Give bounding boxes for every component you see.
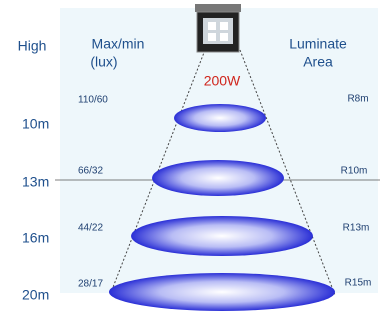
diagram: High Max/min (lux) Luminate Area 200W 10… <box>0 0 380 311</box>
radius: R13m <box>343 223 370 234</box>
radius: R8m <box>347 94 368 105</box>
header-area-unit: Area <box>303 54 333 70</box>
lamp <box>195 4 241 52</box>
height: 13m <box>22 174 49 190</box>
height: 10m <box>22 116 49 132</box>
header-lux-unit: (lux) <box>90 54 117 70</box>
lux: 44/22 <box>78 223 103 234</box>
header-area: Luminate <box>289 36 347 52</box>
height: 16m <box>22 230 49 246</box>
light-spot <box>109 273 335 311</box>
light-spot <box>131 216 313 256</box>
light-spot <box>174 104 266 132</box>
radius: R15m <box>345 278 372 289</box>
header-high: High <box>18 38 47 54</box>
lux: 28/17 <box>78 279 103 290</box>
power: 200W <box>204 73 241 89</box>
height: 20m <box>22 287 49 303</box>
lux: 66/32 <box>78 166 103 177</box>
header-lux: Max/min <box>92 36 145 52</box>
light-spot <box>152 160 284 196</box>
radius: R10m <box>341 166 368 177</box>
lux: 110/60 <box>78 95 108 106</box>
